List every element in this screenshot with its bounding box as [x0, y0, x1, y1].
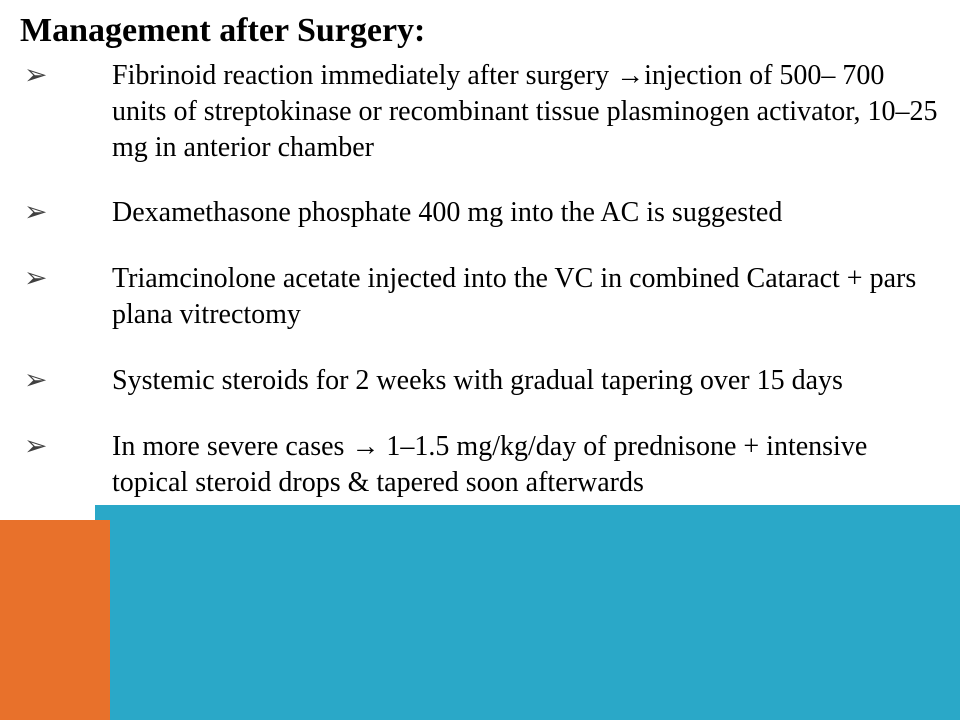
slide: Management after Surgery: Fibrinoid reac…	[0, 0, 960, 720]
list-item: Systemic steroids for 2 weeks with gradu…	[20, 363, 940, 399]
decor-blue-rect	[95, 505, 960, 720]
bullet-list: Fibrinoid reaction immediately after sur…	[20, 58, 940, 500]
slide-title: Management after Surgery:	[20, 12, 940, 50]
decor-orange-rect	[0, 520, 110, 720]
slide-content: Management after Surgery: Fibrinoid reac…	[20, 12, 940, 500]
list-item: Triamcinolone acetate injected into the …	[20, 261, 940, 333]
list-item: Dexamethasone phosphate 400 mg into the …	[20, 195, 940, 231]
list-item: In more severe cases → 1–1.5 mg/kg/day o…	[20, 429, 940, 501]
list-item: Fibrinoid reaction immediately after sur…	[20, 58, 940, 165]
